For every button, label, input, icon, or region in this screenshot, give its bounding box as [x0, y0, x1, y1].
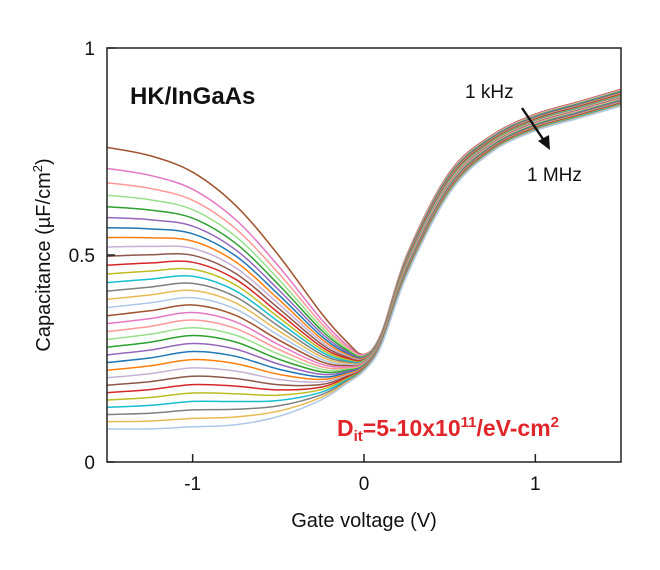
x-tick-label: 1 [530, 474, 541, 495]
plot-frame [106, 47, 622, 463]
x-axis-title: Gate voltage (V) [291, 510, 437, 532]
y-axis-title-close: ) [33, 158, 55, 165]
cv-curve [106, 104, 622, 423]
cv-curve [106, 105, 622, 430]
cv-curve [106, 92, 622, 361]
dit-superscript-1: 11 [461, 414, 477, 431]
cv-curves-group [106, 88, 622, 430]
dit-subscript: it [354, 428, 363, 445]
dit-annotation: Dit=5-10x1011/eV-cm2 [337, 414, 559, 445]
y-tick-label: 0 [84, 453, 95, 474]
y-axis-title: Capacitance (µF/cm2) [30, 158, 55, 351]
dit-superscript-2: 2 [551, 414, 559, 431]
y-tick-label: 0.5 [69, 246, 95, 267]
axis-ticks-group: -1 0 1 0 0.5 1 [69, 39, 541, 495]
cv-curve [106, 93, 622, 363]
cv-curve [106, 91, 622, 359]
dit-main: D [337, 415, 354, 441]
cv-curve [106, 91, 622, 360]
cv-curve [106, 102, 622, 394]
y-tick-label: 1 [84, 39, 95, 60]
cv-curve [106, 88, 622, 356]
freq-start-label: 1 kHz [465, 82, 514, 103]
y-axis-title-text: Capacitance (µF/cm [33, 172, 55, 351]
frequency-arrow [521, 107, 550, 150]
cv-curve [106, 96, 622, 366]
cv-curve [106, 95, 622, 365]
dit-end: /eV-cm [477, 415, 551, 441]
x-tick-label: 0 [359, 474, 370, 495]
freq-end-label: 1 MHz [527, 165, 582, 186]
y-axis-title-superscript: 2 [30, 165, 45, 172]
cv-curve [106, 95, 622, 364]
cv-curve [106, 89, 622, 356]
cv-curve [106, 94, 622, 363]
dit-mid: =5-10x10 [363, 415, 461, 441]
x-tick-label: -1 [184, 474, 201, 495]
panel-label: HK/InGaAs [130, 83, 255, 110]
